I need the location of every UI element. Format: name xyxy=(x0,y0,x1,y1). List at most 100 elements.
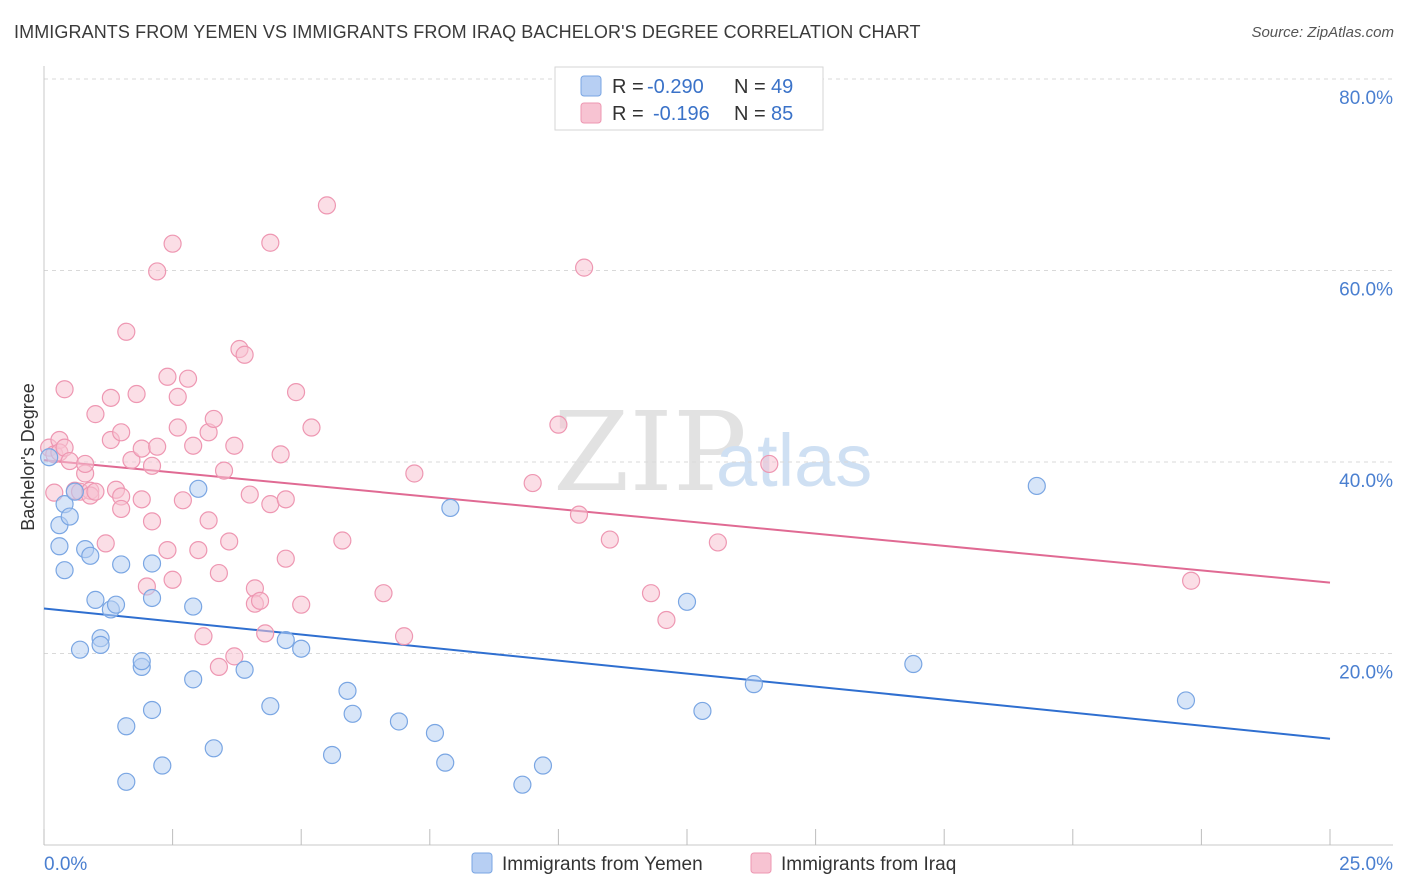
legend-r-value-iraq: -0.196 xyxy=(653,103,710,125)
yemen-point xyxy=(204,739,223,758)
watermark-zip: ZIP xyxy=(553,388,747,516)
yemen-point xyxy=(132,652,151,671)
iraq-point xyxy=(209,657,228,677)
iraq-point xyxy=(708,533,727,552)
yemen-point xyxy=(65,482,84,501)
iraq-point xyxy=(163,570,182,589)
iraq-points xyxy=(40,196,1201,677)
yemen-point xyxy=(425,723,445,743)
bottom-legend-swatch-yemen xyxy=(471,852,493,874)
iraq-trend-line xyxy=(43,459,1331,584)
iraq-point xyxy=(101,388,120,407)
y-tick-labels: 20.0% 40.0% 60.0% 80.0% xyxy=(1339,88,1393,684)
yemen-point xyxy=(1176,691,1196,710)
yemen-point xyxy=(677,592,697,611)
yemen-point xyxy=(693,701,712,721)
iraq-point xyxy=(45,483,64,502)
y-tick-label: 60.0% xyxy=(1339,280,1393,301)
iraq-point xyxy=(394,627,414,646)
iraq-point xyxy=(292,595,311,614)
legend: R = -0.290 N = 49 R = -0.196 N = 85 xyxy=(554,66,824,131)
iraq-point xyxy=(158,367,177,386)
iraq-point xyxy=(168,387,187,406)
iraq-point xyxy=(569,505,589,524)
legend-swatch-yemen xyxy=(580,75,602,97)
yemen-point xyxy=(55,561,74,580)
iraq-point xyxy=(276,549,295,568)
x-tick-label-max: 25.0% xyxy=(1339,854,1393,875)
legend-n-label-iraq: N = xyxy=(734,103,766,125)
yemen-point xyxy=(322,745,342,765)
yemen-point xyxy=(117,772,136,791)
yemen-point xyxy=(189,479,208,498)
x-tick-label-min: 0.0% xyxy=(44,854,87,875)
iraq-point xyxy=(523,473,542,493)
legend-r-value-yemen: -0.290 xyxy=(647,76,704,98)
legend-n-value-yemen: 49 xyxy=(771,76,793,98)
iraq-point xyxy=(641,584,661,603)
iraq-point xyxy=(184,436,203,455)
iraq-point xyxy=(225,647,244,666)
yemen-point xyxy=(50,537,69,556)
iraq-point xyxy=(276,490,295,509)
legend-n-label-yemen: N = xyxy=(734,76,766,98)
iraq-point xyxy=(96,534,115,553)
iraq-point xyxy=(240,485,259,504)
iraq-point xyxy=(189,540,208,560)
legend-swatch-iraq xyxy=(580,102,602,124)
yemen-point xyxy=(292,639,311,658)
yemen-point xyxy=(343,704,362,723)
iraq-point xyxy=(178,369,198,388)
grid-lines xyxy=(44,78,1393,654)
yemen-point xyxy=(513,775,532,794)
iraq-point xyxy=(117,322,136,341)
iraq-point xyxy=(55,380,74,399)
yemen-point xyxy=(112,555,131,574)
y-tick-label: 20.0% xyxy=(1339,663,1393,684)
yemen-point xyxy=(91,635,110,654)
yemen-point xyxy=(744,675,763,694)
yemen-point xyxy=(153,756,172,775)
iraq-point xyxy=(199,511,218,530)
iraq-point xyxy=(112,499,131,519)
yemen-point xyxy=(106,595,126,614)
iraq-point xyxy=(405,464,424,483)
iraq-point xyxy=(168,418,187,437)
yemen-point xyxy=(117,717,136,736)
iraq-point xyxy=(374,584,393,603)
iraq-point xyxy=(657,610,676,630)
yemen-point xyxy=(142,554,162,573)
yemen-point xyxy=(40,448,59,467)
yemen-point xyxy=(436,753,455,772)
yemen-points xyxy=(40,448,1196,794)
bottom-legend: Immigrants from Yemen Immigrants from Ir… xyxy=(471,852,956,875)
legend-r-label-iraq: R = xyxy=(612,103,644,125)
y-axis-label: Bachelor's Degree xyxy=(18,383,38,531)
watermark-atlas: atlas xyxy=(716,419,872,502)
yemen-point xyxy=(142,700,162,720)
iraq-point xyxy=(148,262,167,281)
y-tick-label: 80.0% xyxy=(1339,88,1393,109)
yemen-point xyxy=(60,507,79,526)
legend-n-value-iraq: 85 xyxy=(771,103,793,125)
iraq-point xyxy=(194,627,213,646)
iraq-point xyxy=(256,624,275,643)
iraq-point xyxy=(173,491,192,510)
yemen-point xyxy=(81,546,100,565)
yemen-point xyxy=(184,670,203,689)
yemen-point xyxy=(533,756,553,775)
iraq-point xyxy=(127,384,146,404)
iraq-point xyxy=(86,405,105,424)
iraq-point xyxy=(575,258,594,277)
iraq-point xyxy=(122,450,141,470)
yemen-point xyxy=(86,590,105,609)
iraq-point xyxy=(204,409,223,429)
yemen-point xyxy=(441,498,460,518)
iraq-point xyxy=(261,233,280,252)
iraq-point xyxy=(600,530,619,549)
iraq-point xyxy=(214,461,234,480)
y-tick-label: 40.0% xyxy=(1339,471,1393,492)
iraq-point xyxy=(235,345,254,364)
bottom-legend-label-yemen: Immigrants from Yemen xyxy=(502,854,703,875)
yemen-point xyxy=(904,654,923,674)
